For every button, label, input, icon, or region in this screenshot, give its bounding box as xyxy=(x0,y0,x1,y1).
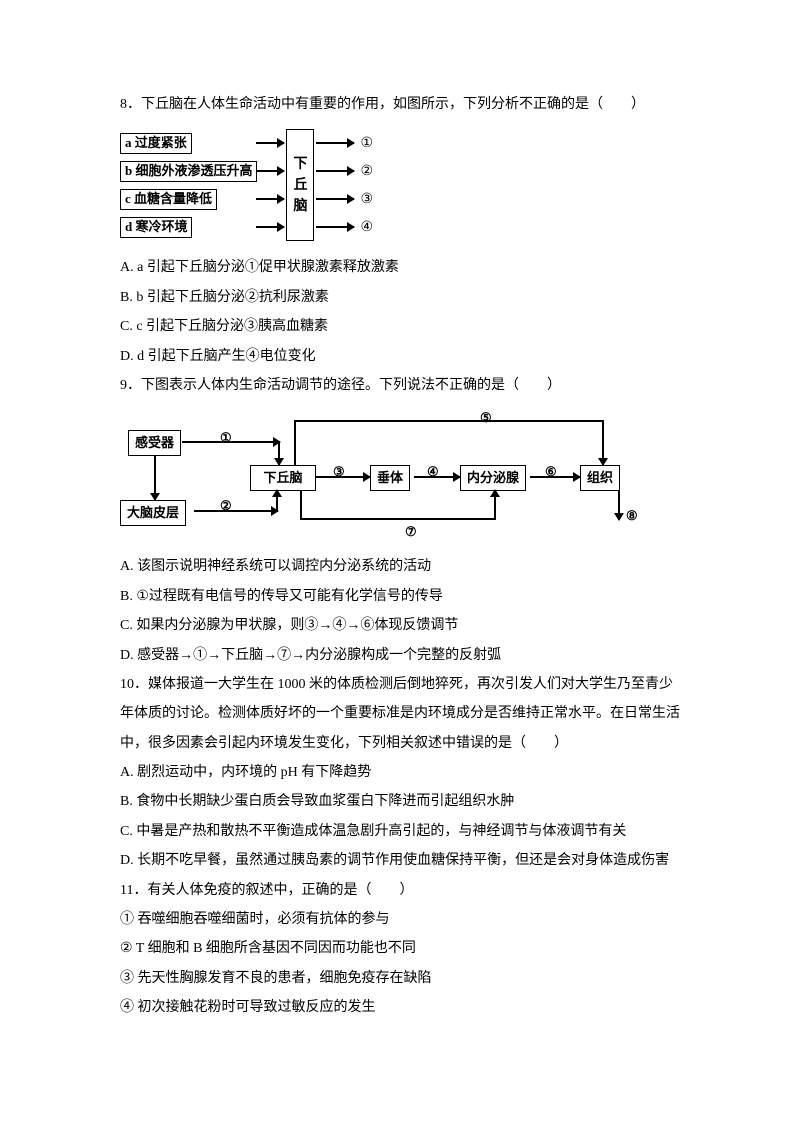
arrow-icon xyxy=(316,226,354,228)
q10-stem-line1: 10．媒体报道一大学生在 1000 米的体质检测后倒地猝死，再次引发人们对大学生… xyxy=(120,670,680,699)
q10-option-d: D. 长期不吃早餐，虽然通过胰岛素的调节作用使血糖保持平衡，但还是会对身体造成伤… xyxy=(120,846,680,875)
d1-input-a: a 过度紧张 xyxy=(120,133,192,154)
d2-label-7: ⑦ xyxy=(405,518,417,545)
d2-pituitary: 垂体 xyxy=(370,465,410,491)
q9-stem: 9．下图表示人体内生命活动调节的途径。下列说法不正确的是（ ） xyxy=(120,371,680,400)
arrow-icon xyxy=(256,226,284,228)
arrow-icon xyxy=(194,510,278,512)
arrow-icon xyxy=(316,198,354,200)
q9-option-a: A. 该图示说明神经系统可以调控内分泌系统的活动 xyxy=(120,552,680,581)
q11-item-2: ② T 细胞和 B 细胞所含基因不同因而功能也不同 xyxy=(120,934,680,963)
d2-hypothalamus: 下丘脑 xyxy=(250,465,316,491)
arrow-icon xyxy=(316,170,354,172)
d2-cortex: 大脑皮层 xyxy=(120,500,186,526)
q8-option-c: C. c 引起下丘脑分泌③胰高血糖素 xyxy=(120,312,680,341)
q11-item-3: ③ 先天性胸腺发育不良的患者，细胞免疫存在缺陷 xyxy=(120,964,680,993)
arrow-icon xyxy=(618,490,620,520)
arrow-icon xyxy=(494,490,496,520)
d1-input-c: c 血糖含量降低 xyxy=(120,189,217,210)
d2-endocrine: 内分泌腺 xyxy=(460,465,526,491)
arrow-icon xyxy=(256,170,284,172)
d2-label-2: ② xyxy=(220,492,232,519)
d1-center-box: 下 丘 脑 xyxy=(286,129,314,241)
d2-label-5: ⑤ xyxy=(480,404,492,431)
line xyxy=(294,420,296,465)
d1-input-d: d 寒冷环境 xyxy=(120,217,192,238)
d1-out-3: ③ xyxy=(360,185,373,214)
d1-center-label: 丘 xyxy=(293,175,307,196)
q8-option-a: A. a 引起下丘脑分泌①促甲状腺激素释放激素 xyxy=(120,253,680,282)
d2-label-1: ① xyxy=(220,424,232,451)
q11-stem: 11．有关人体免疫的叙述中，正确的是（ ） xyxy=(120,876,680,905)
line xyxy=(294,420,604,422)
q8-option-b: B. b 引起下丘脑分泌②抗利尿激素 xyxy=(120,283,680,312)
d1-input-b: b 细胞外液渗透压升高 xyxy=(120,161,257,182)
q11-item-1: ① 吞噬细胞吞噬细菌时，必须有抗体的参与 xyxy=(120,905,680,934)
d1-out-4: ④ xyxy=(360,213,373,242)
q8-stem: 8．下丘脑在人体生命活动中有重要的作用，如图所示，下列分析不正确的是（ ） xyxy=(120,90,680,119)
q9-option-b: B. ①过程既有电信号的传导又可能有化学信号的传导 xyxy=(120,582,680,611)
d1-out-2: ② xyxy=(360,157,373,186)
q11-item-4: ④ 初次接触花粉时可导致过敏反应的发生 xyxy=(120,993,680,1022)
line xyxy=(300,490,302,520)
arrow-icon xyxy=(256,142,284,144)
d1-outputs: ① ② ③ ④ xyxy=(316,129,373,241)
d1-center-label: 下 xyxy=(293,154,307,175)
arrow-icon xyxy=(276,490,278,512)
d1-center-label: 脑 xyxy=(293,196,307,217)
q10-option-b: B. 食物中长期缺少蛋白质会导致血浆蛋白下降进而引起组织水肿 xyxy=(120,787,680,816)
q9-option-d: D. 感受器→①→下丘脑→⑦→内分泌腺构成一个完整的反射弧 xyxy=(120,641,680,670)
d2-label-8: ⑧ xyxy=(626,502,638,529)
arrow-icon xyxy=(602,420,604,465)
arrow-icon xyxy=(256,198,284,200)
q8-option-d: D. d 引起下丘脑产生④电位变化 xyxy=(120,342,680,371)
q8-diagram: a 过度紧张 b 细胞外液渗透压升高 c 血糖含量降低 d 寒冷环境 下 丘 脑… xyxy=(120,129,680,241)
d2-receptor: 感受器 xyxy=(128,430,181,456)
d1-inputs: a 过度紧张 b 细胞外液渗透压升高 c 血糖含量降低 d 寒冷环境 xyxy=(120,129,257,241)
q9-option-c: C. 如果内分泌腺为甲状腺，则③→④→⑥体现反馈调节 xyxy=(120,611,680,640)
arrow-icon xyxy=(278,441,280,465)
q10-option-a: A. 剧烈运动中，内环境的 pH 有下降趋势 xyxy=(120,758,680,787)
arrow-icon xyxy=(154,456,156,500)
q10-stem-line2: 年体质的讨论。检测体质好坏的一个重要标准是内环境成分是否维持正常水平。在日常生活 xyxy=(120,699,680,728)
d1-out-1: ① xyxy=(360,129,373,158)
d2-label-3: ③ xyxy=(333,458,345,485)
q10-stem-line3: 中，很多因素会引起内环境发生变化，下列相关叙述中错误的是（ ） xyxy=(120,729,680,758)
d1-arrows-in xyxy=(256,129,284,241)
line xyxy=(300,518,496,520)
d2-label-6: ⑥ xyxy=(545,458,557,485)
d2-label-4: ④ xyxy=(427,458,439,485)
d2-tissue: 组织 xyxy=(580,465,620,491)
q10-option-c: C. 中暑是产热和散热不平衡造成体温急剧升高引起的，与神经调节与体液调节有关 xyxy=(120,817,680,846)
arrow-icon xyxy=(316,142,354,144)
q9-diagram: 感受器 大脑皮层 下丘脑 垂体 内分泌腺 组织 ① ② ③ ④ ⑥ ⑤ ⑦ ⑧ xyxy=(120,410,650,540)
